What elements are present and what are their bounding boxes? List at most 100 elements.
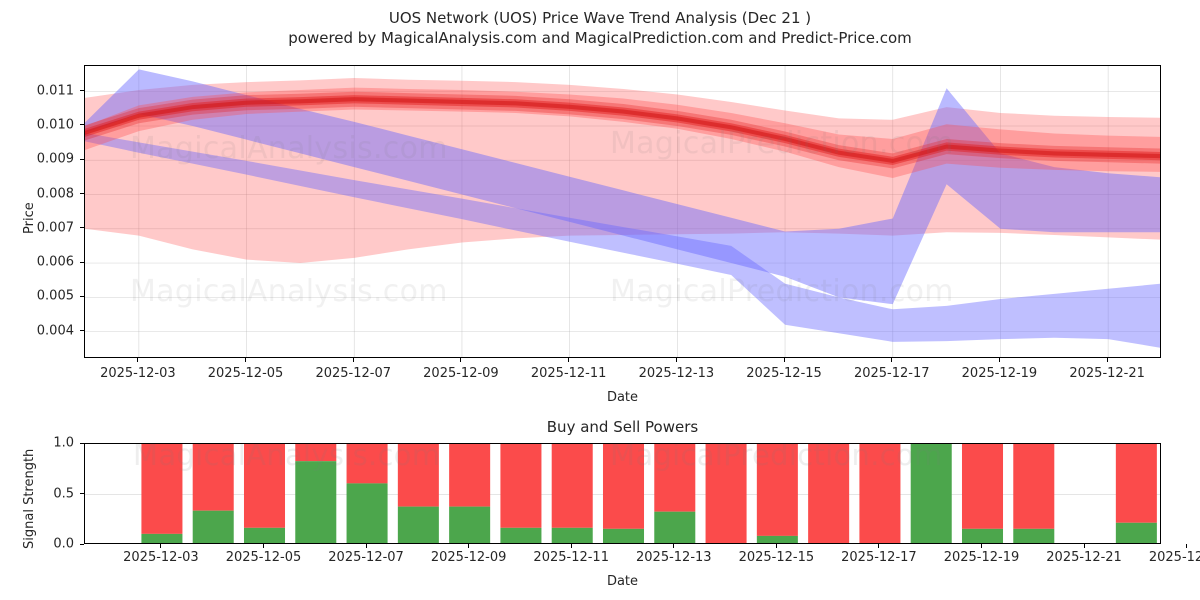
bars-x-tick-label: 2025-12-03 bbox=[123, 550, 199, 565]
buy-power-bar bbox=[449, 506, 491, 543]
price-x-tick-label: 2025-12-21 bbox=[1069, 366, 1145, 381]
sell-power-bar bbox=[192, 444, 234, 511]
sell-power-bar bbox=[1115, 444, 1157, 523]
price-y-tick-label: 0.007 bbox=[36, 220, 74, 236]
price-core-ribbon bbox=[85, 97, 1160, 163]
bars-x-tick-label: 2025-12-23 bbox=[1148, 550, 1200, 565]
price-bands-svg bbox=[85, 66, 1160, 357]
bars-x-tick-label: 2025-12-13 bbox=[636, 550, 712, 565]
page-subtitle: powered by MagicalAnalysis.com and Magic… bbox=[288, 29, 912, 47]
buy-power-bar bbox=[654, 511, 696, 543]
buy-power-bar bbox=[756, 535, 798, 543]
bars-x-tick-mark bbox=[570, 544, 572, 548]
buy-power-bar bbox=[1013, 528, 1055, 543]
price-core-ribbon bbox=[85, 95, 1160, 166]
sell-power-bar bbox=[602, 444, 645, 529]
sell-power-bar bbox=[551, 444, 593, 528]
bars-x-tick-mark bbox=[468, 544, 470, 548]
bars-x-tick-mark bbox=[365, 544, 367, 548]
sell-power-bar bbox=[346, 444, 388, 484]
price-band bbox=[85, 132, 1160, 348]
price-x-tick-label: 2025-12-05 bbox=[207, 366, 284, 381]
bars-x-tick-mark bbox=[981, 544, 982, 548]
buy-power-bar bbox=[192, 510, 234, 543]
price-chart-plot-area: MagicalAnalysis.com MagicalPrediction.com… bbox=[84, 65, 1161, 358]
bars-x-tick-mark bbox=[160, 544, 162, 548]
buy-power-bar bbox=[295, 461, 337, 543]
bars-y-tick-mark bbox=[80, 442, 84, 444]
bars-y-tick-label: 1.0 bbox=[53, 435, 74, 451]
sell-power-bar bbox=[141, 444, 183, 534]
price-y-tick-label: 0.011 bbox=[36, 83, 74, 99]
sell-power-bar bbox=[1013, 444, 1055, 529]
bars-chart-title: Buy and Sell Powers bbox=[546, 418, 699, 436]
price-x-tick-label: 2025-12-13 bbox=[638, 366, 715, 381]
price-x-tick-label: 2025-12-17 bbox=[853, 366, 930, 381]
price-x-tick-label: 2025-12-07 bbox=[315, 366, 392, 381]
bars-y-tick-label: 0.0 bbox=[53, 536, 74, 552]
price-core-ribbon bbox=[85, 91, 1160, 169]
sell-power-bar bbox=[961, 444, 1004, 529]
price-x-tick-mark bbox=[783, 358, 785, 362]
price-y-tick-mark bbox=[80, 330, 84, 332]
chart-title-block: UOS Network (UOS) Price Wave Trend Analy… bbox=[0, 8, 1200, 49]
bars-y-tick-mark bbox=[80, 493, 84, 494]
bars-x-tick-label: 2025-12-21 bbox=[1046, 550, 1122, 565]
page-title: UOS Network (UOS) Price Wave Trend Analy… bbox=[388, 9, 812, 27]
bars-x-tick-label: 2025-12-11 bbox=[533, 550, 609, 565]
sell-power-bar bbox=[397, 444, 439, 507]
price-x-tick-mark bbox=[998, 358, 1000, 362]
sell-power-bar bbox=[756, 444, 798, 536]
buy-power-bar bbox=[910, 444, 952, 543]
price-y-tick-mark bbox=[80, 295, 84, 297]
buy-power-bar bbox=[346, 483, 388, 543]
bars-x-axis-title: Date bbox=[606, 574, 639, 589]
price-y-tick-label: 0.004 bbox=[36, 323, 74, 339]
price-x-tick-label: 2025-12-03 bbox=[100, 366, 176, 381]
bars-x-tick-label: 2025-12-17 bbox=[841, 550, 917, 565]
price-x-tick-mark bbox=[460, 358, 462, 362]
bars-x-tick-mark bbox=[775, 544, 777, 548]
price-x-tick-mark bbox=[137, 358, 139, 362]
price-y-tick-label: 0.010 bbox=[36, 117, 74, 133]
price-x-tick-label: 2025-12-15 bbox=[746, 366, 822, 381]
sell-power-bar bbox=[243, 444, 286, 528]
bars-x-tick-label: 2025-12-15 bbox=[738, 550, 815, 565]
price-y-tick-label: 0.009 bbox=[36, 151, 74, 167]
price-y-tick-mark bbox=[80, 90, 84, 92]
price-y-tick-mark bbox=[80, 227, 84, 229]
bars-y-tick-label: 0.5 bbox=[53, 486, 74, 501]
price-x-axis-title: Date bbox=[606, 390, 639, 405]
price-x-tick-mark bbox=[675, 358, 677, 362]
bars-x-tick-label: 2025-12-07 bbox=[328, 550, 404, 565]
price-y-tick-mark bbox=[80, 261, 84, 263]
price-x-tick-mark bbox=[891, 358, 893, 362]
bars-svg bbox=[85, 444, 1160, 543]
price-y-tick-mark bbox=[80, 158, 84, 160]
price-band bbox=[85, 69, 1160, 305]
sell-power-bar bbox=[705, 444, 747, 543]
price-x-tick-mark bbox=[568, 358, 570, 362]
bars-x-tick-mark bbox=[673, 544, 675, 548]
price-y-tick-mark bbox=[80, 124, 84, 126]
buy-power-bar bbox=[500, 527, 542, 543]
bars-x-tick-label: 2025-12-19 bbox=[943, 550, 1020, 565]
bars-y-tick-mark bbox=[80, 543, 84, 545]
buy-power-bar bbox=[397, 506, 439, 543]
sell-power-bar bbox=[654, 444, 696, 512]
price-y-tick-label: 0.005 bbox=[36, 288, 74, 304]
price-x-tick-mark bbox=[352, 358, 354, 362]
price-band bbox=[85, 87, 1160, 179]
bars-x-tick-mark bbox=[1083, 544, 1085, 548]
price-x-tick-mark bbox=[245, 358, 247, 362]
price-y-tick-label: 0.008 bbox=[36, 186, 74, 201]
buy-power-bar bbox=[961, 528, 1004, 543]
price-x-tick-label: 2025-12-11 bbox=[530, 366, 607, 381]
buy-power-bar bbox=[243, 527, 286, 543]
buy-power-bar bbox=[551, 527, 593, 543]
price-band bbox=[85, 77, 1160, 264]
price-x-tick-label: 2025-12-09 bbox=[423, 366, 499, 381]
price-y-tick-label: 0.006 bbox=[36, 254, 74, 270]
